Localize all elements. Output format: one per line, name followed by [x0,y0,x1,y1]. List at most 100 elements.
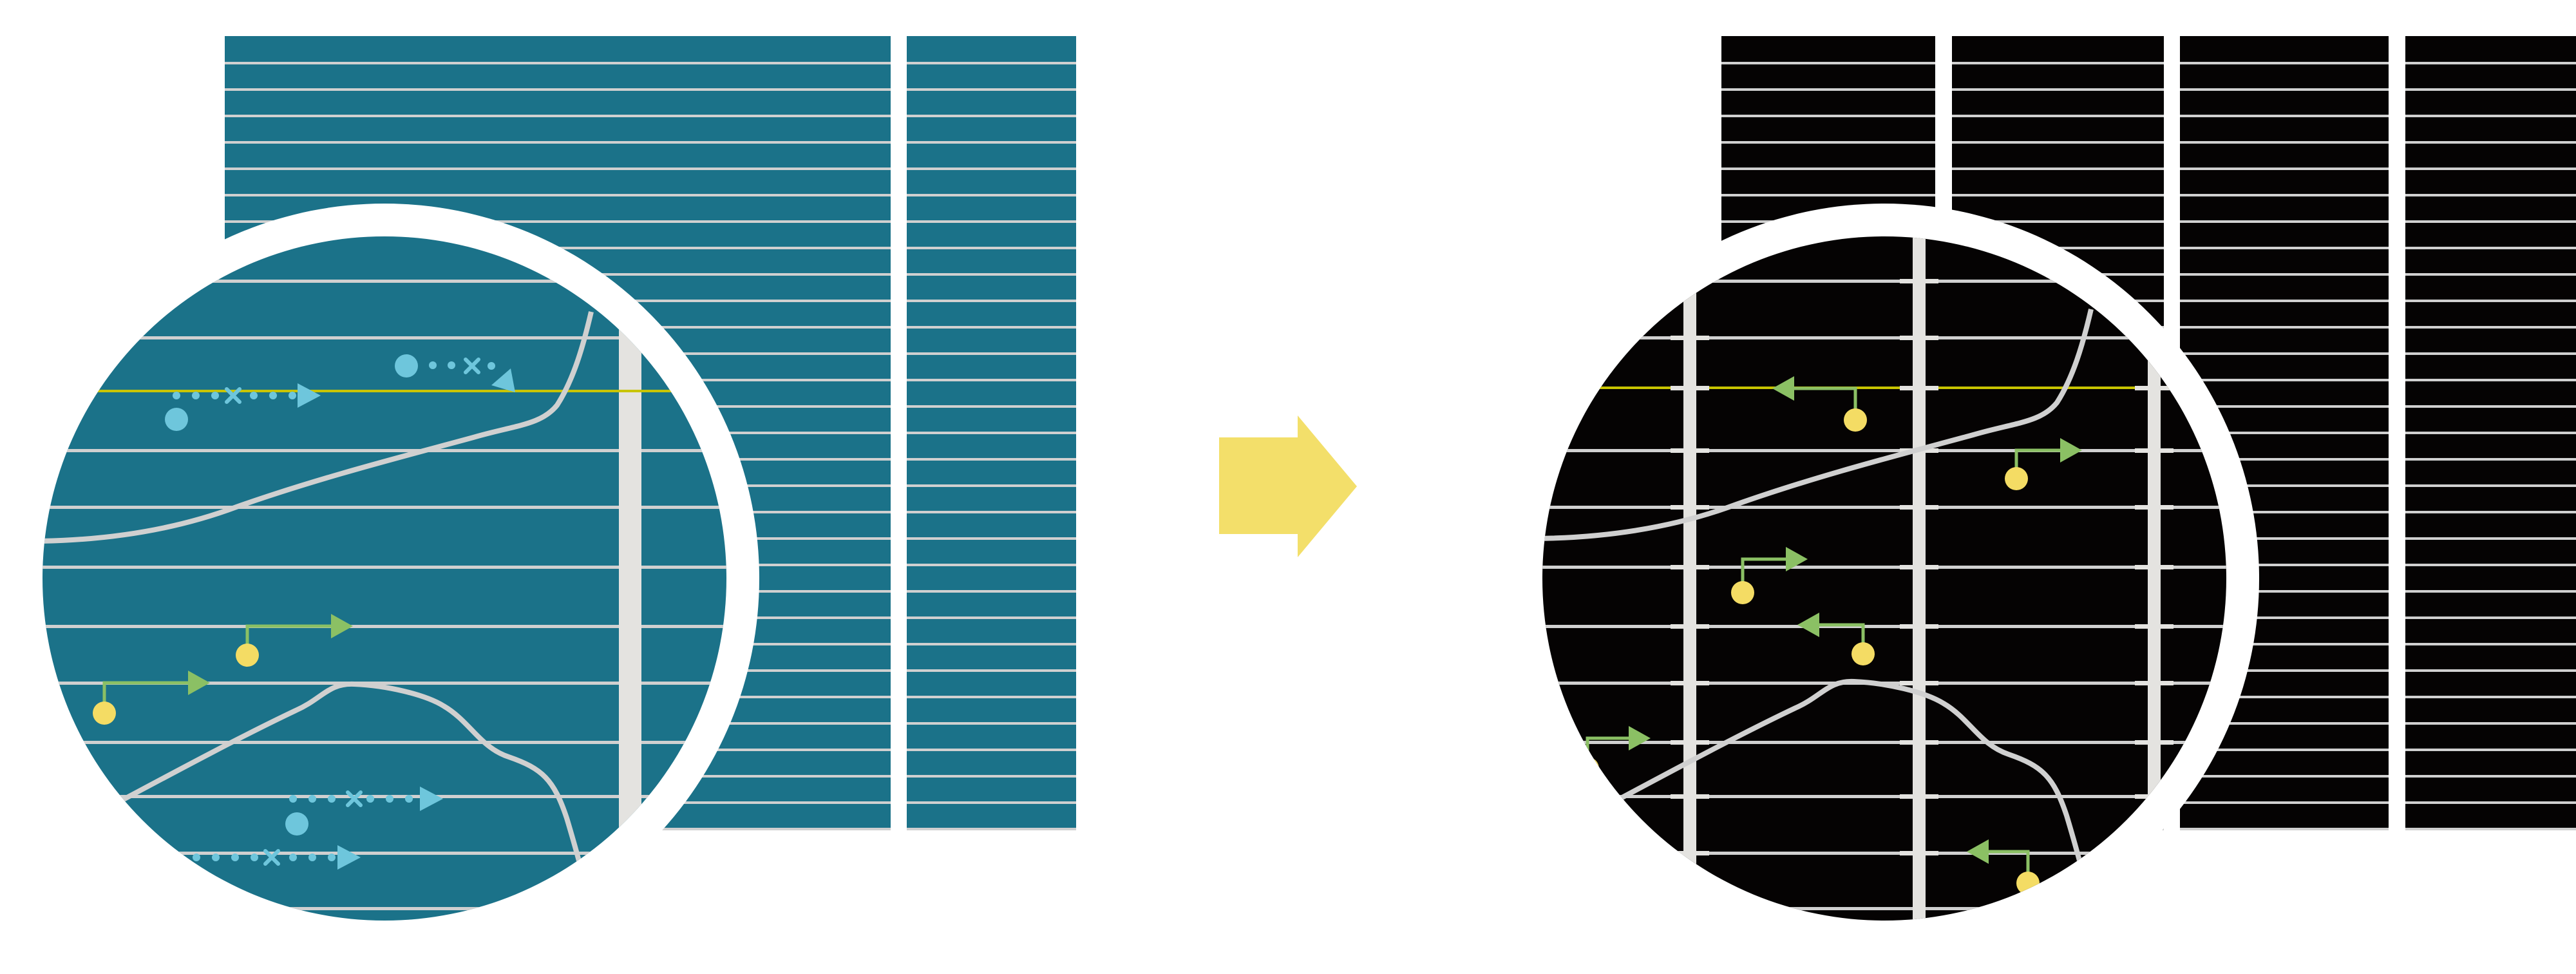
tick-mark [1900,740,1938,745]
tick-mark [1900,565,1938,569]
stripe-line [2180,775,2389,778]
grid-line [1542,741,2226,744]
tick-mark [1900,386,1938,390]
vertical-bar [1913,236,1926,921]
stripe-line [1721,62,1935,64]
stripe-line [907,696,1076,698]
stripe-line [2180,669,2389,672]
stripe-line [907,749,1076,751]
arrowhead-icon [1772,376,1794,401]
stripe-line [2405,141,2576,144]
stripe-line [2180,458,2389,461]
stripe-line [907,326,1076,329]
stripe-line [2180,88,2389,91]
stripe-line [2405,194,2576,196]
dot [488,362,495,370]
dot [429,361,437,369]
stripe-line [2405,352,2576,355]
tick-mark [2135,505,2174,510]
stripe-line [2405,801,2576,804]
stripe-line [2405,405,2576,408]
tick-mark [1671,448,1709,453]
stripe-line [907,564,1076,566]
tick-mark [1900,794,1938,799]
stripe-line [225,167,891,170]
start-point [395,354,418,377]
arrowhead-icon [188,671,210,695]
yellow-dot [2005,467,2028,490]
stripe-line [225,88,891,91]
stripe-line [2180,749,2389,751]
stripe-line [2180,696,2389,698]
arrowhead-icon [1629,726,1651,750]
stripe-line [1952,220,2164,223]
stripe-line [907,300,1076,302]
stripe-line [907,722,1076,725]
stripe-line [1952,167,2164,170]
cross-mark-icon [225,387,242,404]
stripe-line [1952,88,2164,91]
after-panel [1510,36,2576,953]
stripe-line [2180,616,2389,619]
stripe-line [2405,722,2576,725]
dot [173,392,180,399]
stripe-line [2405,828,2576,830]
yellow-dot [1852,642,1875,665]
dot [211,392,219,399]
stripe-line [2180,194,2389,196]
stripe-line [2180,379,2389,381]
arrowhead-icon [298,383,321,408]
stripe-line [1721,141,1935,144]
grid-line [1542,852,2226,855]
tick-mark [1671,565,1709,569]
stripe-line [1952,141,2164,144]
stripe-line [2180,722,2389,725]
dot [386,795,393,803]
dot [328,795,336,803]
grid-line [43,506,726,509]
stripe-line [2180,352,2389,355]
stripe-line [2180,828,2389,830]
arrowhead-icon [1967,839,1989,864]
stripe-line [907,537,1076,540]
stripe-line [907,247,1076,249]
stripe-line [225,115,891,117]
tick-mark [1900,624,1938,629]
grid-line [43,907,726,910]
stripe-line [2180,801,2389,804]
tick-mark [1900,681,1938,685]
stripe-line [1952,115,2164,117]
grid-line [1542,566,2226,569]
grid-line [43,280,726,283]
grid-line [43,449,726,452]
magnified-view [1542,236,2226,921]
tick-mark [1671,386,1709,390]
yellow-dot [1844,408,1867,432]
tick-mark [1671,851,1709,855]
stripe-line [907,616,1076,619]
tick-mark [2135,565,2174,569]
tick-mark [1671,794,1709,799]
yellow-dot [236,644,259,667]
stripe-line [2405,511,2576,513]
tick-mark [2135,681,2174,685]
stripe-line [2405,564,2576,566]
stripe-line [2180,167,2389,170]
cross-mark-icon [464,358,480,374]
grid-line [43,336,726,339]
stripe-line [2405,537,2576,540]
dot [250,392,258,399]
stripe-line [2180,537,2389,540]
stripe-line [2405,247,2576,249]
stripe-line [2180,643,2389,645]
tick-mark [1900,505,1938,510]
dot [231,854,239,861]
tick-mark [1900,336,1938,340]
stripe-line [907,88,1076,91]
stripe-line [225,194,891,196]
stripe-line [2180,300,2389,302]
stripe-line [2405,458,2576,461]
stripe-line [2405,220,2576,223]
stripe-line [2405,115,2576,117]
